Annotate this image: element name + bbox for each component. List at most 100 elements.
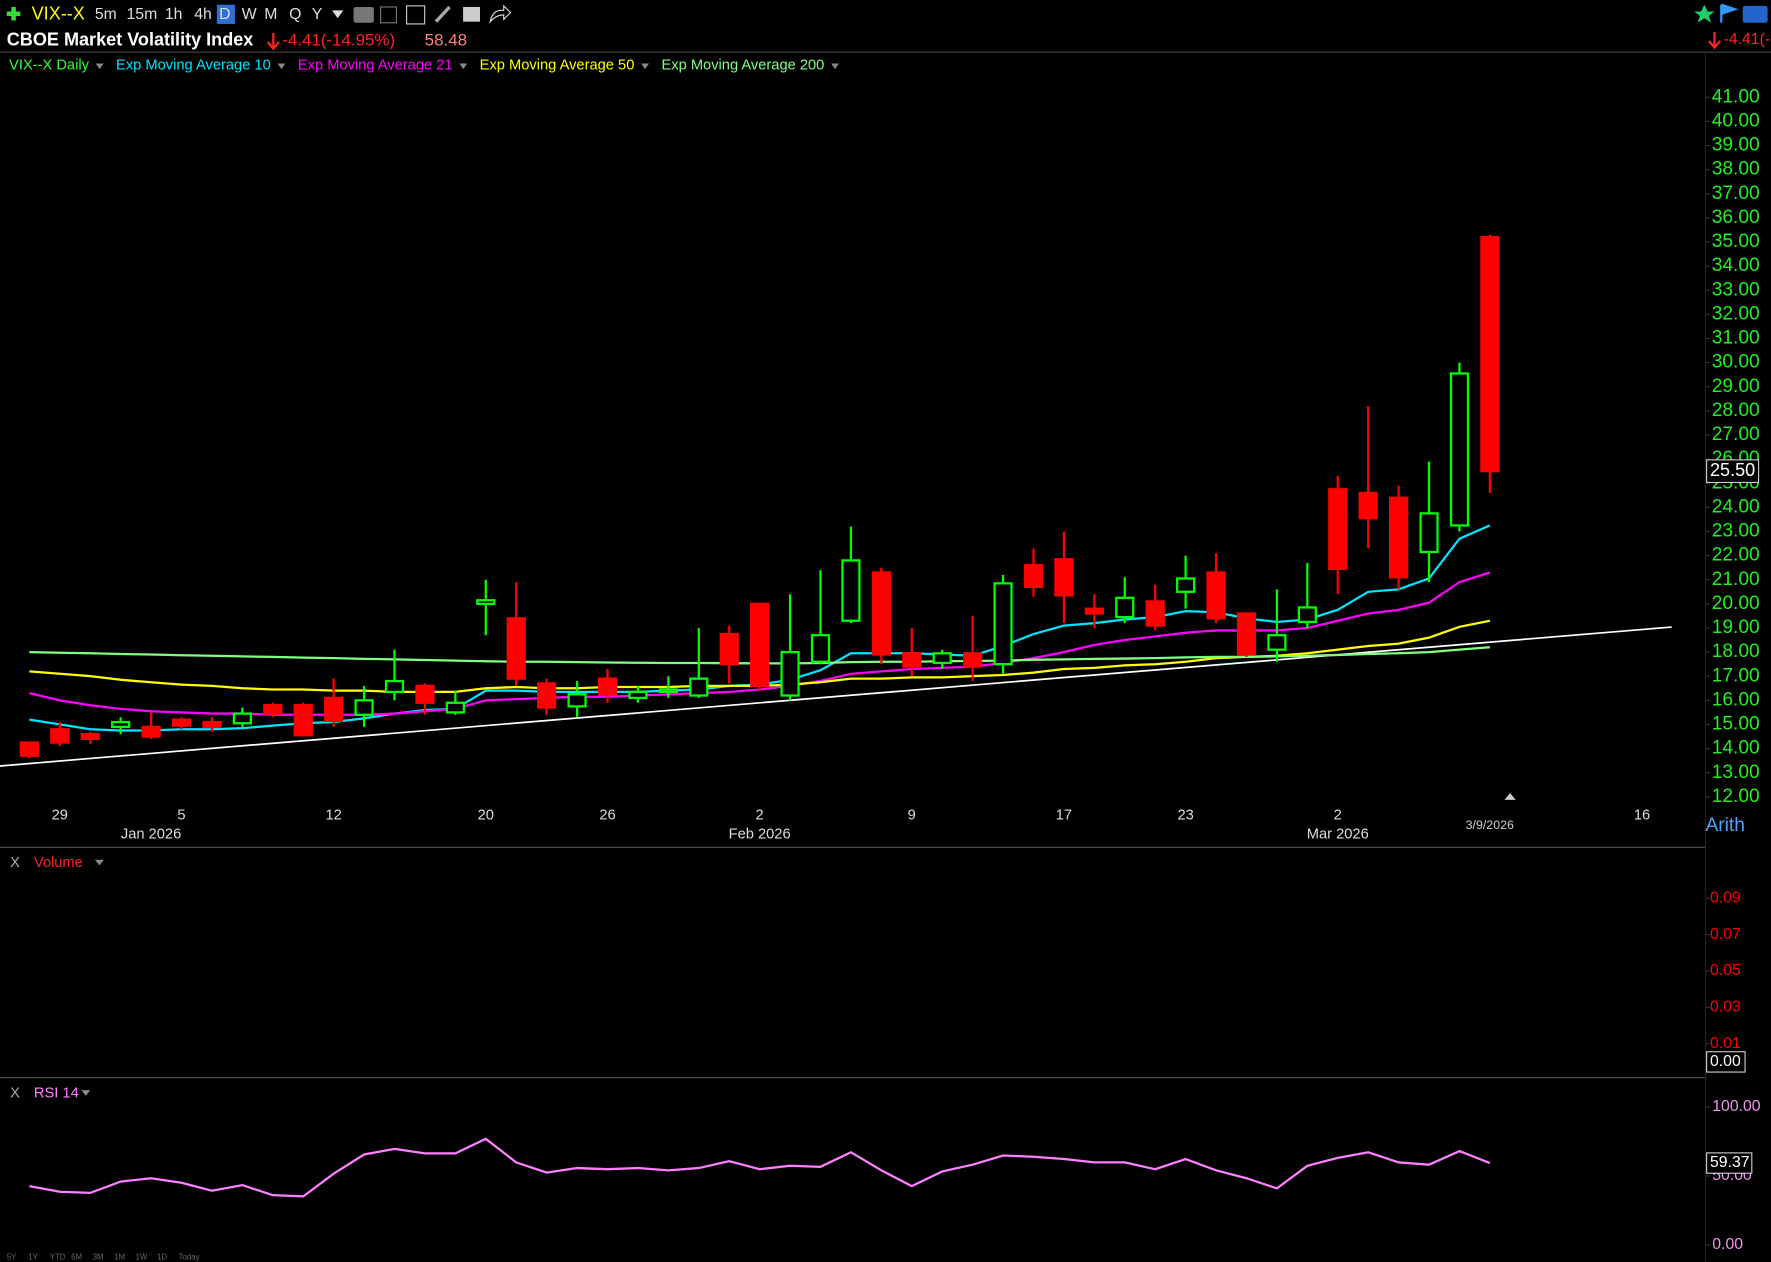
change: -4.41 <box>282 30 321 49</box>
candle-body <box>902 652 922 668</box>
legend-dropdown[interactable] <box>277 63 286 70</box>
y-tick-label: 31.00 <box>1712 328 1760 349</box>
candle-body <box>354 699 374 716</box>
candle-body <box>80 732 100 741</box>
close-pane[interactable]: X <box>10 855 20 871</box>
candle-body <box>658 688 678 694</box>
timeframe-button[interactable]: 4h <box>194 6 212 23</box>
candle-body <box>1023 564 1044 589</box>
x-tick-label: 26 <box>599 808 615 824</box>
y-tick-label: 19.00 <box>1712 617 1760 638</box>
bars-icon[interactable] <box>380 6 398 24</box>
candle-body <box>689 677 709 697</box>
y-tick-label: 32.00 <box>1712 303 1760 324</box>
range-button[interactable]: YTD <box>50 1252 66 1261</box>
candle-body <box>1449 372 1470 527</box>
candle-body <box>293 704 313 737</box>
timeframe-button[interactable]: D <box>219 6 230 23</box>
share-icon[interactable] <box>489 4 512 24</box>
dropdown-icon[interactable] <box>81 1090 91 1096</box>
timeframe-button[interactable]: 15m <box>127 6 158 23</box>
symbol[interactable]: VIX--X <box>32 4 85 24</box>
candle-body <box>1115 596 1135 619</box>
candle-body <box>384 679 405 694</box>
x-tick-label: 23 <box>1177 808 1193 824</box>
y-tick-label: 27.00 <box>1712 424 1760 445</box>
candle-body <box>1145 600 1165 627</box>
range-button[interactable]: 3M <box>93 1252 104 1261</box>
legend-entry[interactable]: Exp Moving Average 50 <box>480 58 635 74</box>
x-month-label: Jan 2026 <box>121 827 181 843</box>
candle-body <box>993 582 1013 666</box>
timeframe-button[interactable]: M <box>264 6 277 23</box>
range-button[interactable]: 5Y <box>7 1252 17 1261</box>
y-tick-label: 18.00 <box>1712 641 1760 662</box>
range-button[interactable]: 1M <box>114 1252 125 1261</box>
candle-body <box>537 682 557 709</box>
dropdown-icon[interactable] <box>332 10 344 19</box>
candle-body <box>567 693 587 708</box>
range-button[interactable]: 1Y <box>28 1252 38 1261</box>
active-timeframe-bg <box>216 4 235 24</box>
y-tick-label: 17.00 <box>1712 665 1760 686</box>
candle-body <box>780 650 800 697</box>
timeframe-button[interactable]: 1h <box>165 6 183 23</box>
pane-title[interactable]: Volume <box>34 855 83 871</box>
x-month-label: Feb 2026 <box>729 827 791 843</box>
y-tick-label: 30.00 <box>1712 352 1760 373</box>
legend: VIX--X Daily Exp Moving Average 10 Exp Mov… <box>9 58 840 74</box>
chart-type-icon[interactable] <box>353 6 374 23</box>
range-button[interactable]: Today <box>178 1252 199 1261</box>
legend-entry[interactable]: VIX--X Daily <box>9 58 90 74</box>
dropdown-icon[interactable] <box>94 859 104 866</box>
candle-body <box>963 652 983 668</box>
candle-body <box>506 617 526 680</box>
range-button[interactable]: 6M <box>71 1252 82 1261</box>
timeframe-button[interactable]: W <box>242 6 257 23</box>
trendline[interactable] <box>0 626 1672 767</box>
account-icon[interactable] <box>1742 5 1768 23</box>
calc-icon[interactable] <box>406 5 426 25</box>
right-change: -4.41(- <box>1724 31 1771 48</box>
close-pane[interactable]: X <box>10 1085 20 1101</box>
last-rsi-box <box>1706 1152 1753 1174</box>
flag-icon[interactable] <box>1720 3 1739 23</box>
extra-value: 58.48 <box>425 30 467 49</box>
legend-entry[interactable]: Exp Moving Average 200 <box>661 58 824 74</box>
last-rsi-label: 59.37 <box>1710 1154 1750 1171</box>
legend-entry[interactable]: Exp Moving Average 21 <box>298 58 453 74</box>
candle-body <box>141 725 161 738</box>
candle-body <box>445 701 465 714</box>
pane-title[interactable]: RSI 14 <box>34 1085 79 1101</box>
candle-body <box>50 728 70 744</box>
legend-dropdown[interactable] <box>95 63 104 70</box>
y-tick-label: 100.00 <box>1712 1098 1761 1115</box>
legend-dropdown[interactable] <box>831 63 840 70</box>
range-button[interactable]: 1D <box>157 1252 167 1261</box>
x-tick-label: 29 <box>52 808 68 824</box>
timeframe-button[interactable]: Y <box>312 6 323 23</box>
candle-body <box>1480 236 1500 473</box>
x-tick-label: 20 <box>478 808 494 824</box>
legend-entry[interactable]: Exp Moving Average 10 <box>116 58 271 74</box>
scale-mode[interactable]: Arith <box>1705 815 1744 836</box>
add-icon[interactable] <box>6 6 21 21</box>
y-tick-label: 41.00 <box>1712 86 1760 107</box>
legend-dropdown[interactable] <box>459 63 468 70</box>
timeframe-button[interactable]: 5m <box>95 6 117 23</box>
x-month-label: Mar 2026 <box>1307 827 1369 843</box>
y-tick-label: 34.00 <box>1712 255 1760 276</box>
range-button[interactable]: 1W <box>136 1252 148 1261</box>
candle-body <box>476 599 496 605</box>
legend-dropdown[interactable] <box>641 63 650 70</box>
star-icon[interactable] <box>1694 4 1715 23</box>
candle-body <box>202 720 222 729</box>
last-volume-label: 0.00 <box>1710 1053 1741 1070</box>
timeframe-button[interactable]: Q <box>289 6 301 23</box>
draw-icon[interactable] <box>434 5 451 23</box>
save-icon[interactable] <box>463 6 481 22</box>
candle-body <box>1389 496 1409 579</box>
candle-body <box>1297 606 1317 624</box>
candle-body <box>263 704 283 715</box>
